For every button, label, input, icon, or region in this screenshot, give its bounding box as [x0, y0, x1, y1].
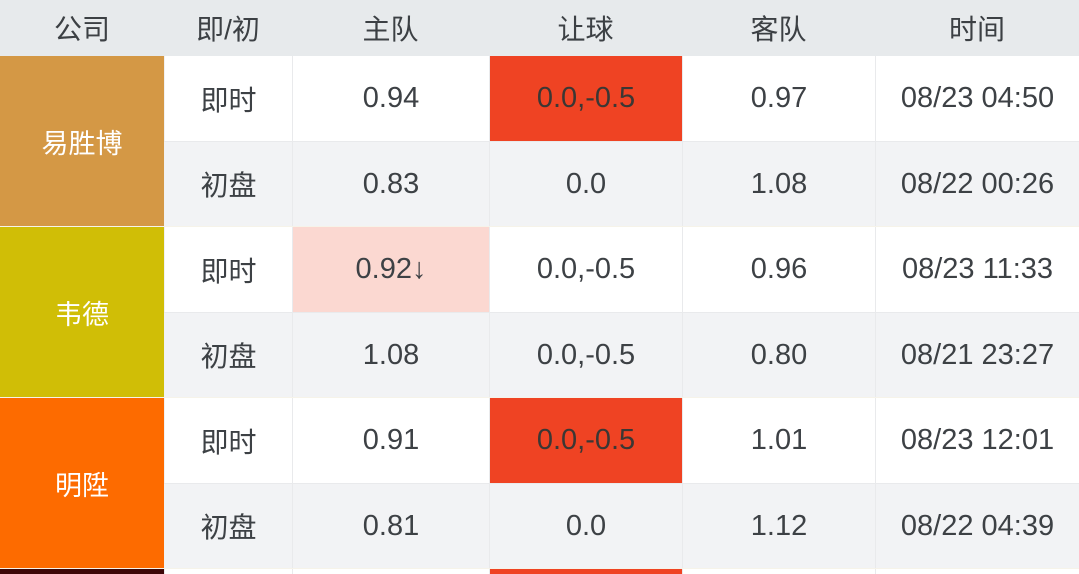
header-handicap: 让球 — [557, 14, 614, 45]
handicap-cell: 0.0,-0.5 — [489, 313, 682, 397]
row-type-label: 初盘 — [164, 484, 292, 568]
handicap-cell: 0.0 — [489, 484, 682, 568]
header-company: 公司 — [53, 14, 110, 45]
time-cell: 08/21 23:27 — [875, 313, 1079, 397]
handicap-cell-highlighted — [489, 569, 682, 574]
home-odds-cell: 0.81 — [292, 484, 489, 568]
odds-row-live: 即时 0.91 0.0,-0.5 1.01 08/23 12:01 — [164, 398, 1079, 483]
away-odds-cell: 0.97 — [682, 56, 875, 141]
home-odds-cell: 0.91 — [292, 398, 489, 483]
row-type-label: 即时 — [164, 56, 292, 141]
odds-row-live: 即时 0.92↓ 0.0,-0.5 0.96 08/23 11:33 — [164, 227, 1079, 312]
row-type-label: 即时 — [164, 227, 292, 312]
table-header-row: 公司 即/初 主队 让球 客队 时间 — [0, 0, 1079, 56]
company-block-mingsheng: 明陞 即时 0.91 0.0,-0.5 1.01 08/23 12:01 初盘 … — [0, 398, 1079, 569]
company-block-yishengbo: 易胜博 即时 0.94 0.0,-0.5 0.97 08/23 04:50 初盘… — [0, 56, 1079, 227]
row-type-label: 初盘 — [164, 313, 292, 397]
away-odds-cell: 1.12 — [682, 484, 875, 568]
handicap-cell: 0.0 — [489, 142, 682, 226]
home-odds-cell-highlighted: 0.92↓ — [292, 227, 489, 312]
odds-row-live — [164, 569, 1079, 574]
away-odds-cell: 1.08 — [682, 142, 875, 226]
company-name-cell: 韦德 — [0, 227, 164, 397]
odds-row-live: 即时 0.94 0.0,-0.5 0.97 08/23 04:50 — [164, 56, 1079, 141]
time-cell: 08/23 11:33 — [875, 227, 1079, 312]
header-time: 时间 — [948, 14, 1005, 45]
odds-row-initial: 初盘 0.83 0.0 1.08 08/22 00:26 — [164, 141, 1079, 226]
home-odds-cell: 0.83 — [292, 142, 489, 226]
home-odds-cell: 1.08 — [292, 313, 489, 397]
handicap-cell-highlighted: 0.0,-0.5 — [489, 56, 682, 141]
home-odds-cell — [292, 569, 489, 574]
odds-row-initial: 初盘 0.81 0.0 1.12 08/22 04:39 — [164, 483, 1079, 568]
time-cell — [875, 569, 1079, 574]
home-odds-cell: 0.94 — [292, 56, 489, 141]
company-name-cell: 明陞 — [0, 398, 164, 568]
company-name-cell — [0, 569, 164, 574]
company-name-cell: 易胜博 — [0, 56, 164, 226]
header-home-team: 主队 — [362, 14, 419, 45]
away-odds-cell: 0.80 — [682, 313, 875, 397]
time-cell: 08/23 04:50 — [875, 56, 1079, 141]
time-cell: 08/22 04:39 — [875, 484, 1079, 568]
header-away-team: 客队 — [750, 14, 807, 45]
row-type-label: 初盘 — [164, 142, 292, 226]
odds-row-initial: 初盘 1.08 0.0,-0.5 0.80 08/21 23:27 — [164, 312, 1079, 397]
handicap-cell-highlighted: 0.0,-0.5 — [489, 398, 682, 483]
away-odds-cell: 1.01 — [682, 398, 875, 483]
away-odds-cell — [682, 569, 875, 574]
row-type-label — [164, 569, 292, 574]
header-live-initial: 即/初 — [196, 14, 260, 45]
time-cell: 08/22 00:26 — [875, 142, 1079, 226]
away-odds-cell: 0.96 — [682, 227, 875, 312]
row-type-label: 即时 — [164, 398, 292, 483]
handicap-cell: 0.0,-0.5 — [489, 227, 682, 312]
time-cell: 08/23 12:01 — [875, 398, 1079, 483]
partial-next-company-block — [0, 569, 1079, 574]
company-block-weide: 韦德 即时 0.92↓ 0.0,-0.5 0.96 08/23 11:33 初盘… — [0, 227, 1079, 398]
